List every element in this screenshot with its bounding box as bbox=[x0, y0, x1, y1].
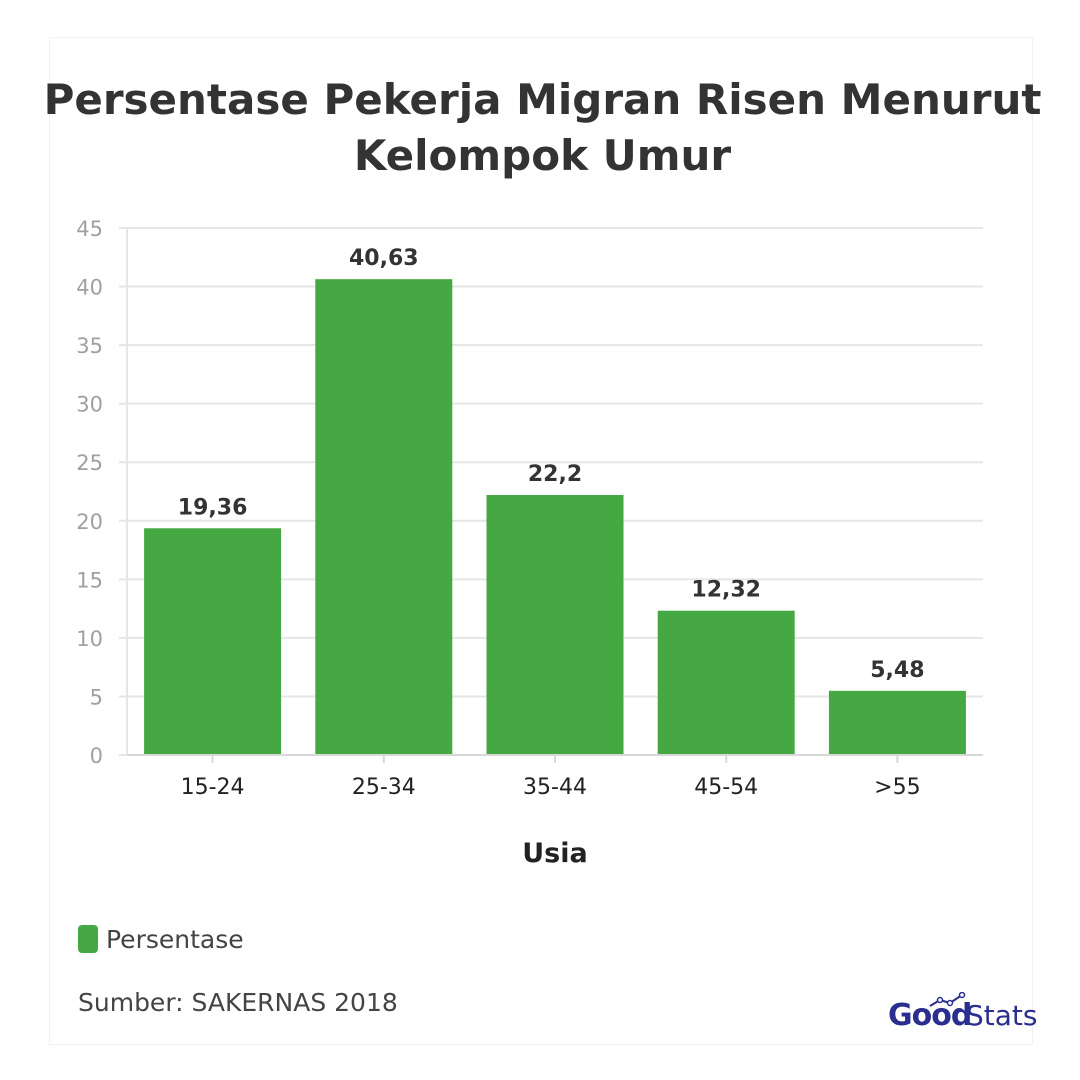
bar-value-label: 12,32 bbox=[691, 578, 761, 603]
bar bbox=[828, 690, 966, 755]
y-tick-label: 40 bbox=[76, 276, 103, 300]
y-tick-label: 10 bbox=[76, 627, 103, 651]
legend-label: Persentase bbox=[106, 924, 244, 954]
bar-value-label: 40,63 bbox=[349, 246, 419, 271]
x-axis-label: Usia bbox=[522, 838, 587, 869]
bar-value-label: 19,36 bbox=[178, 495, 248, 520]
x-tick-label: 35-44 bbox=[523, 775, 587, 800]
y-tick-label: 0 bbox=[90, 744, 103, 768]
x-tick-label: 45-54 bbox=[694, 775, 758, 800]
logo-text-good: Good bbox=[888, 998, 972, 1033]
x-tick-label: >55 bbox=[874, 775, 920, 800]
y-axis-ticks: 0 5 10 15 20 25 30 35 40 45 bbox=[76, 217, 103, 768]
bar-value-label: 22,2 bbox=[528, 462, 582, 487]
x-axis-ticks: 15-24 25-34 35-44 45-54 >55 bbox=[127, 754, 983, 800]
bar-chart: 0 5 10 15 20 25 30 35 40 45 19,36 40,63 22,2 12,32 5,… bbox=[76, 217, 983, 869]
bar-value-label: 5,48 bbox=[870, 658, 924, 683]
x-tick-label: 15-24 bbox=[181, 775, 245, 800]
bar bbox=[657, 610, 795, 755]
logo-text-stats: Stats bbox=[966, 999, 1038, 1032]
bar bbox=[144, 528, 282, 755]
y-tick-label: 45 bbox=[76, 217, 103, 241]
bars: 19,36 40,63 22,2 12,32 5,48 bbox=[144, 246, 966, 755]
y-tick-label: 15 bbox=[76, 568, 103, 592]
y-tick-label: 20 bbox=[76, 510, 103, 534]
y-tick-label: 5 bbox=[90, 685, 103, 709]
legend: Persentase bbox=[78, 922, 244, 956]
y-tick-label: 35 bbox=[76, 334, 103, 358]
chart-title-line-1: Persentase Pekerja Migran Risen Menurut bbox=[43, 75, 1042, 124]
x-tick-label: 25-34 bbox=[352, 775, 416, 800]
bar bbox=[486, 495, 624, 755]
chart-title: Persentase Pekerja Migran Risen Menurut … bbox=[0, 72, 1080, 184]
legend-swatch bbox=[78, 925, 98, 953]
source-note: Sumber: SAKERNAS 2018 bbox=[78, 988, 398, 1017]
y-tick-label: 30 bbox=[76, 393, 103, 417]
y-tick-label: 25 bbox=[76, 451, 103, 475]
chart-title-line-2: Kelompok Umur bbox=[353, 131, 732, 180]
logo-chart-icon bbox=[929, 992, 966, 1007]
bar bbox=[315, 279, 453, 755]
goodstats-logo: Good Stats bbox=[888, 992, 1048, 1042]
